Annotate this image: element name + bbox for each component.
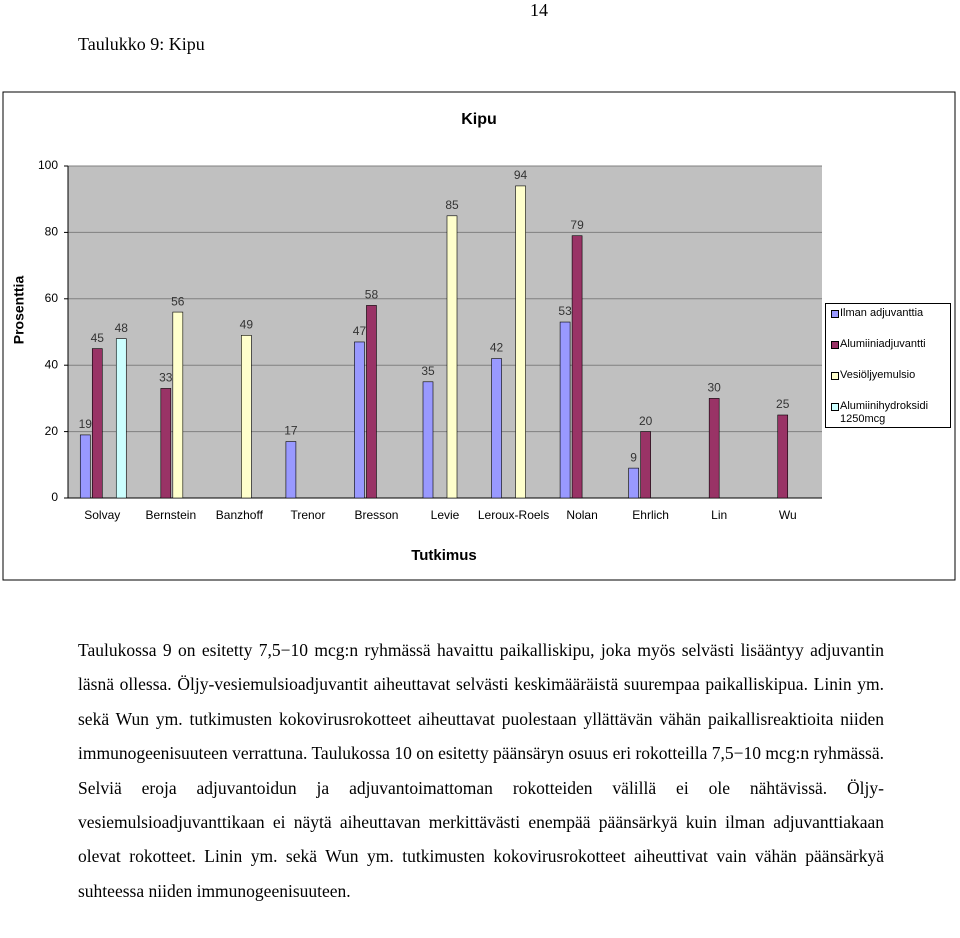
data-label: 35 — [421, 364, 435, 378]
bar — [241, 335, 252, 499]
y-tick-label: 80 — [45, 225, 59, 239]
y-tick-label: 0 — [51, 490, 58, 504]
bar — [559, 321, 571, 499]
x-axis-title: Tutkimus — [411, 547, 477, 564]
page-number: 14 — [530, 0, 548, 20]
x-tick-label: Levie — [431, 508, 460, 522]
legend-swatch — [831, 403, 839, 411]
data-label: 30 — [708, 381, 722, 395]
y-tick-label: 20 — [45, 424, 59, 438]
data-label: 45 — [91, 331, 105, 345]
legend: Ilman adjuvanttia Alumiiniadjuvantti Vesiö… — [825, 303, 951, 428]
legend-label: Alumiinihydroksidi 1250mcg — [840, 400, 929, 425]
caption: Taulukko 9: Kipu — [78, 34, 205, 54]
legend-swatch — [831, 372, 839, 380]
x-tick-label: Nolan — [566, 508, 597, 522]
bar — [628, 467, 639, 499]
x-tick-label: Trenor — [290, 508, 325, 522]
legend-item: Vesiöljyemulsio — [826, 369, 950, 400]
bar — [115, 338, 127, 499]
data-label: 94 — [514, 168, 528, 182]
bar — [640, 431, 651, 499]
data-label: 85 — [445, 198, 459, 212]
x-tick-label: Ehrlich — [632, 508, 669, 522]
y-tick-label: 100 — [38, 158, 58, 172]
legend-swatch — [831, 341, 839, 349]
y-tick-label: 40 — [45, 357, 59, 371]
x-tick-label: Lin — [711, 508, 727, 522]
y-axis-title: Prosenttia — [11, 276, 27, 345]
bar — [91, 348, 103, 499]
legend-item: Alumiiniadjuvantti — [826, 338, 950, 369]
data-label: 17 — [284, 424, 298, 438]
data-label: 25 — [776, 397, 790, 411]
bar — [366, 305, 377, 499]
legend-label: Ilman adjuvanttia — [840, 307, 924, 319]
bar — [79, 434, 91, 499]
data-label: 19 — [79, 417, 93, 431]
x-tick-label: Leroux-Roels — [478, 508, 549, 522]
bar — [777, 414, 789, 499]
bar — [491, 358, 502, 499]
x-tick-label: Bernstein — [145, 508, 196, 522]
data-label: 48 — [115, 321, 129, 335]
bar — [160, 388, 172, 499]
x-tick-label: Bresson — [354, 508, 398, 522]
data-label: 9 — [630, 450, 637, 464]
bar — [422, 381, 434, 499]
chart-title: Kipu — [461, 111, 497, 128]
bar — [354, 341, 365, 499]
bar — [515, 185, 526, 499]
data-label: 56 — [171, 294, 185, 308]
x-tick-label: Wu — [779, 508, 797, 522]
legend-label: Vesiöljyemulsio — [840, 369, 916, 381]
data-label: 33 — [159, 371, 173, 385]
bar — [172, 311, 184, 499]
data-label: 58 — [365, 288, 379, 302]
bar — [571, 235, 583, 499]
bar — [446, 215, 458, 499]
bar — [285, 441, 297, 499]
legend-item: Ilman adjuvanttia — [826, 307, 950, 338]
x-tick-label: Banzhoff — [216, 508, 264, 522]
legend-label: Alumiiniadjuvantti — [840, 338, 926, 350]
data-label: 47 — [353, 324, 367, 338]
data-label: 53 — [558, 304, 572, 318]
data-label: 79 — [570, 218, 584, 232]
data-label: 20 — [639, 414, 653, 428]
x-tick-label: Solvay — [84, 508, 120, 522]
legend-swatch — [831, 310, 839, 318]
data-label: 42 — [490, 341, 504, 355]
y-tick-label: 60 — [45, 291, 59, 305]
legend-item: Alumiinihydroksidi 1250mcg — [826, 400, 950, 431]
plot-area — [68, 166, 822, 498]
bar — [708, 398, 720, 499]
data-label: 49 — [240, 317, 254, 331]
body-paragraph: Taulukossa 9 on esitetty 7,5−10 mcg:n ry… — [78, 640, 884, 901]
